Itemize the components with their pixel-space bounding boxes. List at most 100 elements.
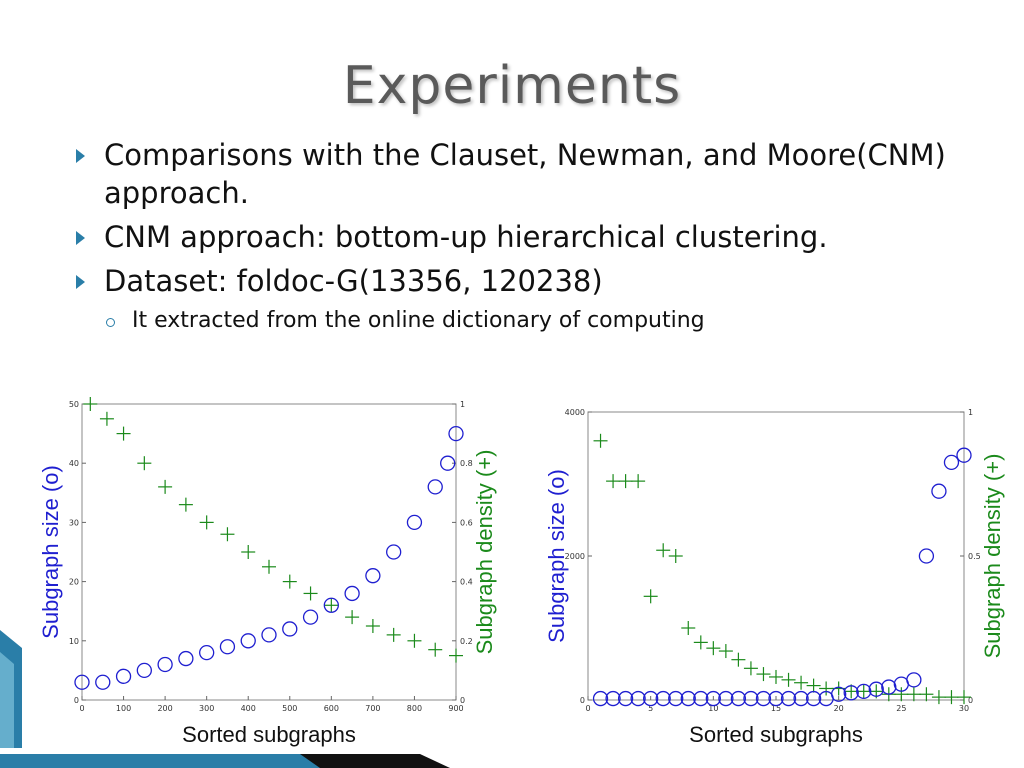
x-tick-label: 15 bbox=[771, 704, 781, 713]
density-plus-point bbox=[428, 642, 443, 657]
bullet-list: Comparisons with the Clauset, Newman, an… bbox=[72, 136, 972, 336]
bullet-text: Dataset: foldoc-G(13356, 120238) bbox=[104, 264, 603, 298]
x-tick-label: 700 bbox=[365, 704, 380, 713]
sub-bullet-ring-icon bbox=[106, 318, 115, 327]
size-circle-point bbox=[630, 690, 646, 707]
x-tick-label: 900 bbox=[448, 704, 463, 713]
density-plus-point bbox=[618, 474, 633, 489]
size-circle-point bbox=[918, 548, 935, 564]
y-left-tick-label: 10 bbox=[69, 637, 79, 646]
size-circle-point bbox=[668, 690, 684, 707]
size-circle-point bbox=[693, 690, 709, 707]
size-circle-point bbox=[906, 672, 922, 688]
bottom-decoration bbox=[0, 754, 450, 768]
size-circle-point bbox=[406, 514, 423, 531]
density-plus-point bbox=[158, 479, 173, 494]
density-plus-point bbox=[178, 497, 193, 512]
bullet-text: CNM approach: bottom-up hierarchical clu… bbox=[104, 220, 828, 254]
y-right-axis-label: Subgraph density (+) bbox=[472, 450, 497, 655]
density-plus-point bbox=[407, 633, 422, 648]
density-plus-point bbox=[906, 687, 921, 702]
x-tick-label: 100 bbox=[116, 704, 131, 713]
density-plus-point bbox=[743, 661, 758, 676]
size-circle-point bbox=[843, 685, 859, 701]
sub-bullet-item: It extracted from the online dictionary … bbox=[72, 306, 972, 336]
density-plus-point bbox=[386, 627, 401, 642]
x-tick-label: 0 bbox=[585, 704, 590, 713]
density-plus-point bbox=[781, 672, 796, 687]
density-plus-point bbox=[449, 648, 463, 663]
density-plus-point bbox=[944, 690, 959, 705]
size-circle-point bbox=[956, 447, 972, 463]
size-circle-point bbox=[386, 544, 402, 560]
bullet-item: CNM approach: bottom-up hierarchical clu… bbox=[72, 218, 972, 256]
y-left-axis-label: Subgraph size (o) bbox=[544, 469, 569, 643]
y-right-tick-label: 0.2 bbox=[460, 637, 473, 646]
bullet-item: Comparisons with the Clauset, Newman, an… bbox=[72, 136, 972, 212]
density-plus-point bbox=[844, 684, 859, 699]
size-circle-point bbox=[115, 668, 132, 684]
bullet-arrow-icon bbox=[76, 231, 85, 245]
density-plus-point bbox=[643, 589, 658, 604]
size-circle-point bbox=[282, 621, 298, 637]
density-plus-point bbox=[681, 621, 696, 635]
size-circle-point bbox=[643, 690, 659, 707]
size-circle-point bbox=[755, 690, 772, 707]
size-circle-point bbox=[74, 674, 90, 690]
size-circle-point bbox=[95, 674, 111, 690]
size-circle-point bbox=[868, 681, 884, 697]
size-circle-point bbox=[219, 639, 236, 655]
density-plus-point bbox=[241, 545, 256, 559]
y-right-tick-label: 1 bbox=[968, 408, 973, 417]
y-left-tick-label: 0 bbox=[580, 696, 585, 705]
size-circle-point bbox=[448, 425, 464, 442]
y-right-tick-label: 0.4 bbox=[460, 578, 473, 587]
bullet-arrow-icon bbox=[76, 275, 85, 289]
x-axis-label: Sorted subgraphs bbox=[182, 722, 356, 747]
size-circle-point bbox=[768, 690, 784, 707]
bullet-text: Comparisons with the Clauset, Newman, an… bbox=[104, 138, 946, 210]
size-circle-point bbox=[881, 679, 897, 695]
y-left-tick-label: 2000 bbox=[565, 552, 585, 561]
y-left-tick-label: 20 bbox=[69, 578, 79, 587]
x-tick-label: 800 bbox=[407, 704, 422, 713]
density-plus-point bbox=[262, 559, 276, 574]
y-right-tick-label: 0.6 bbox=[460, 518, 473, 527]
y-left-tick-label: 40 bbox=[69, 459, 79, 468]
corner-decoration bbox=[0, 630, 22, 748]
density-plus-point bbox=[282, 574, 297, 589]
density-plus-point bbox=[957, 690, 971, 705]
size-circle-point bbox=[344, 585, 360, 602]
y-right-tick-label: 0 bbox=[460, 696, 465, 705]
size-circle-point bbox=[157, 656, 173, 673]
size-circle-point bbox=[730, 690, 747, 707]
y-right-tick-label: 0 bbox=[968, 696, 973, 705]
size-circle-point bbox=[831, 686, 847, 702]
size-circle-point bbox=[240, 633, 256, 649]
density-plus-point bbox=[819, 681, 834, 696]
size-circle-point bbox=[592, 690, 609, 707]
density-plus-point bbox=[756, 667, 771, 682]
density-plus-point bbox=[693, 635, 708, 650]
density-plus-point bbox=[220, 527, 235, 542]
slide-title: Experiments bbox=[342, 56, 682, 116]
size-circle-point bbox=[780, 690, 797, 707]
density-plus-point bbox=[199, 515, 214, 530]
y-left-tick-label: 50 bbox=[69, 400, 79, 409]
sub-bullet-text: It extracted from the online dictionary … bbox=[132, 308, 705, 333]
density-plus-point bbox=[99, 411, 114, 426]
density-plus-point bbox=[137, 456, 152, 471]
density-plus-point bbox=[303, 586, 318, 601]
size-circle-point bbox=[617, 690, 634, 707]
x-axis-label: Sorted subgraphs bbox=[689, 722, 863, 747]
plot-frame bbox=[81, 403, 457, 701]
density-plus-point bbox=[593, 433, 608, 448]
density-plus-point bbox=[919, 687, 934, 702]
size-circle-point bbox=[705, 690, 721, 707]
density-plus-point bbox=[769, 669, 783, 684]
x-tick-label: 5 bbox=[648, 704, 653, 713]
x-tick-label: 200 bbox=[157, 704, 172, 713]
density-plus-point bbox=[856, 684, 871, 699]
density-plus-point bbox=[894, 687, 909, 702]
